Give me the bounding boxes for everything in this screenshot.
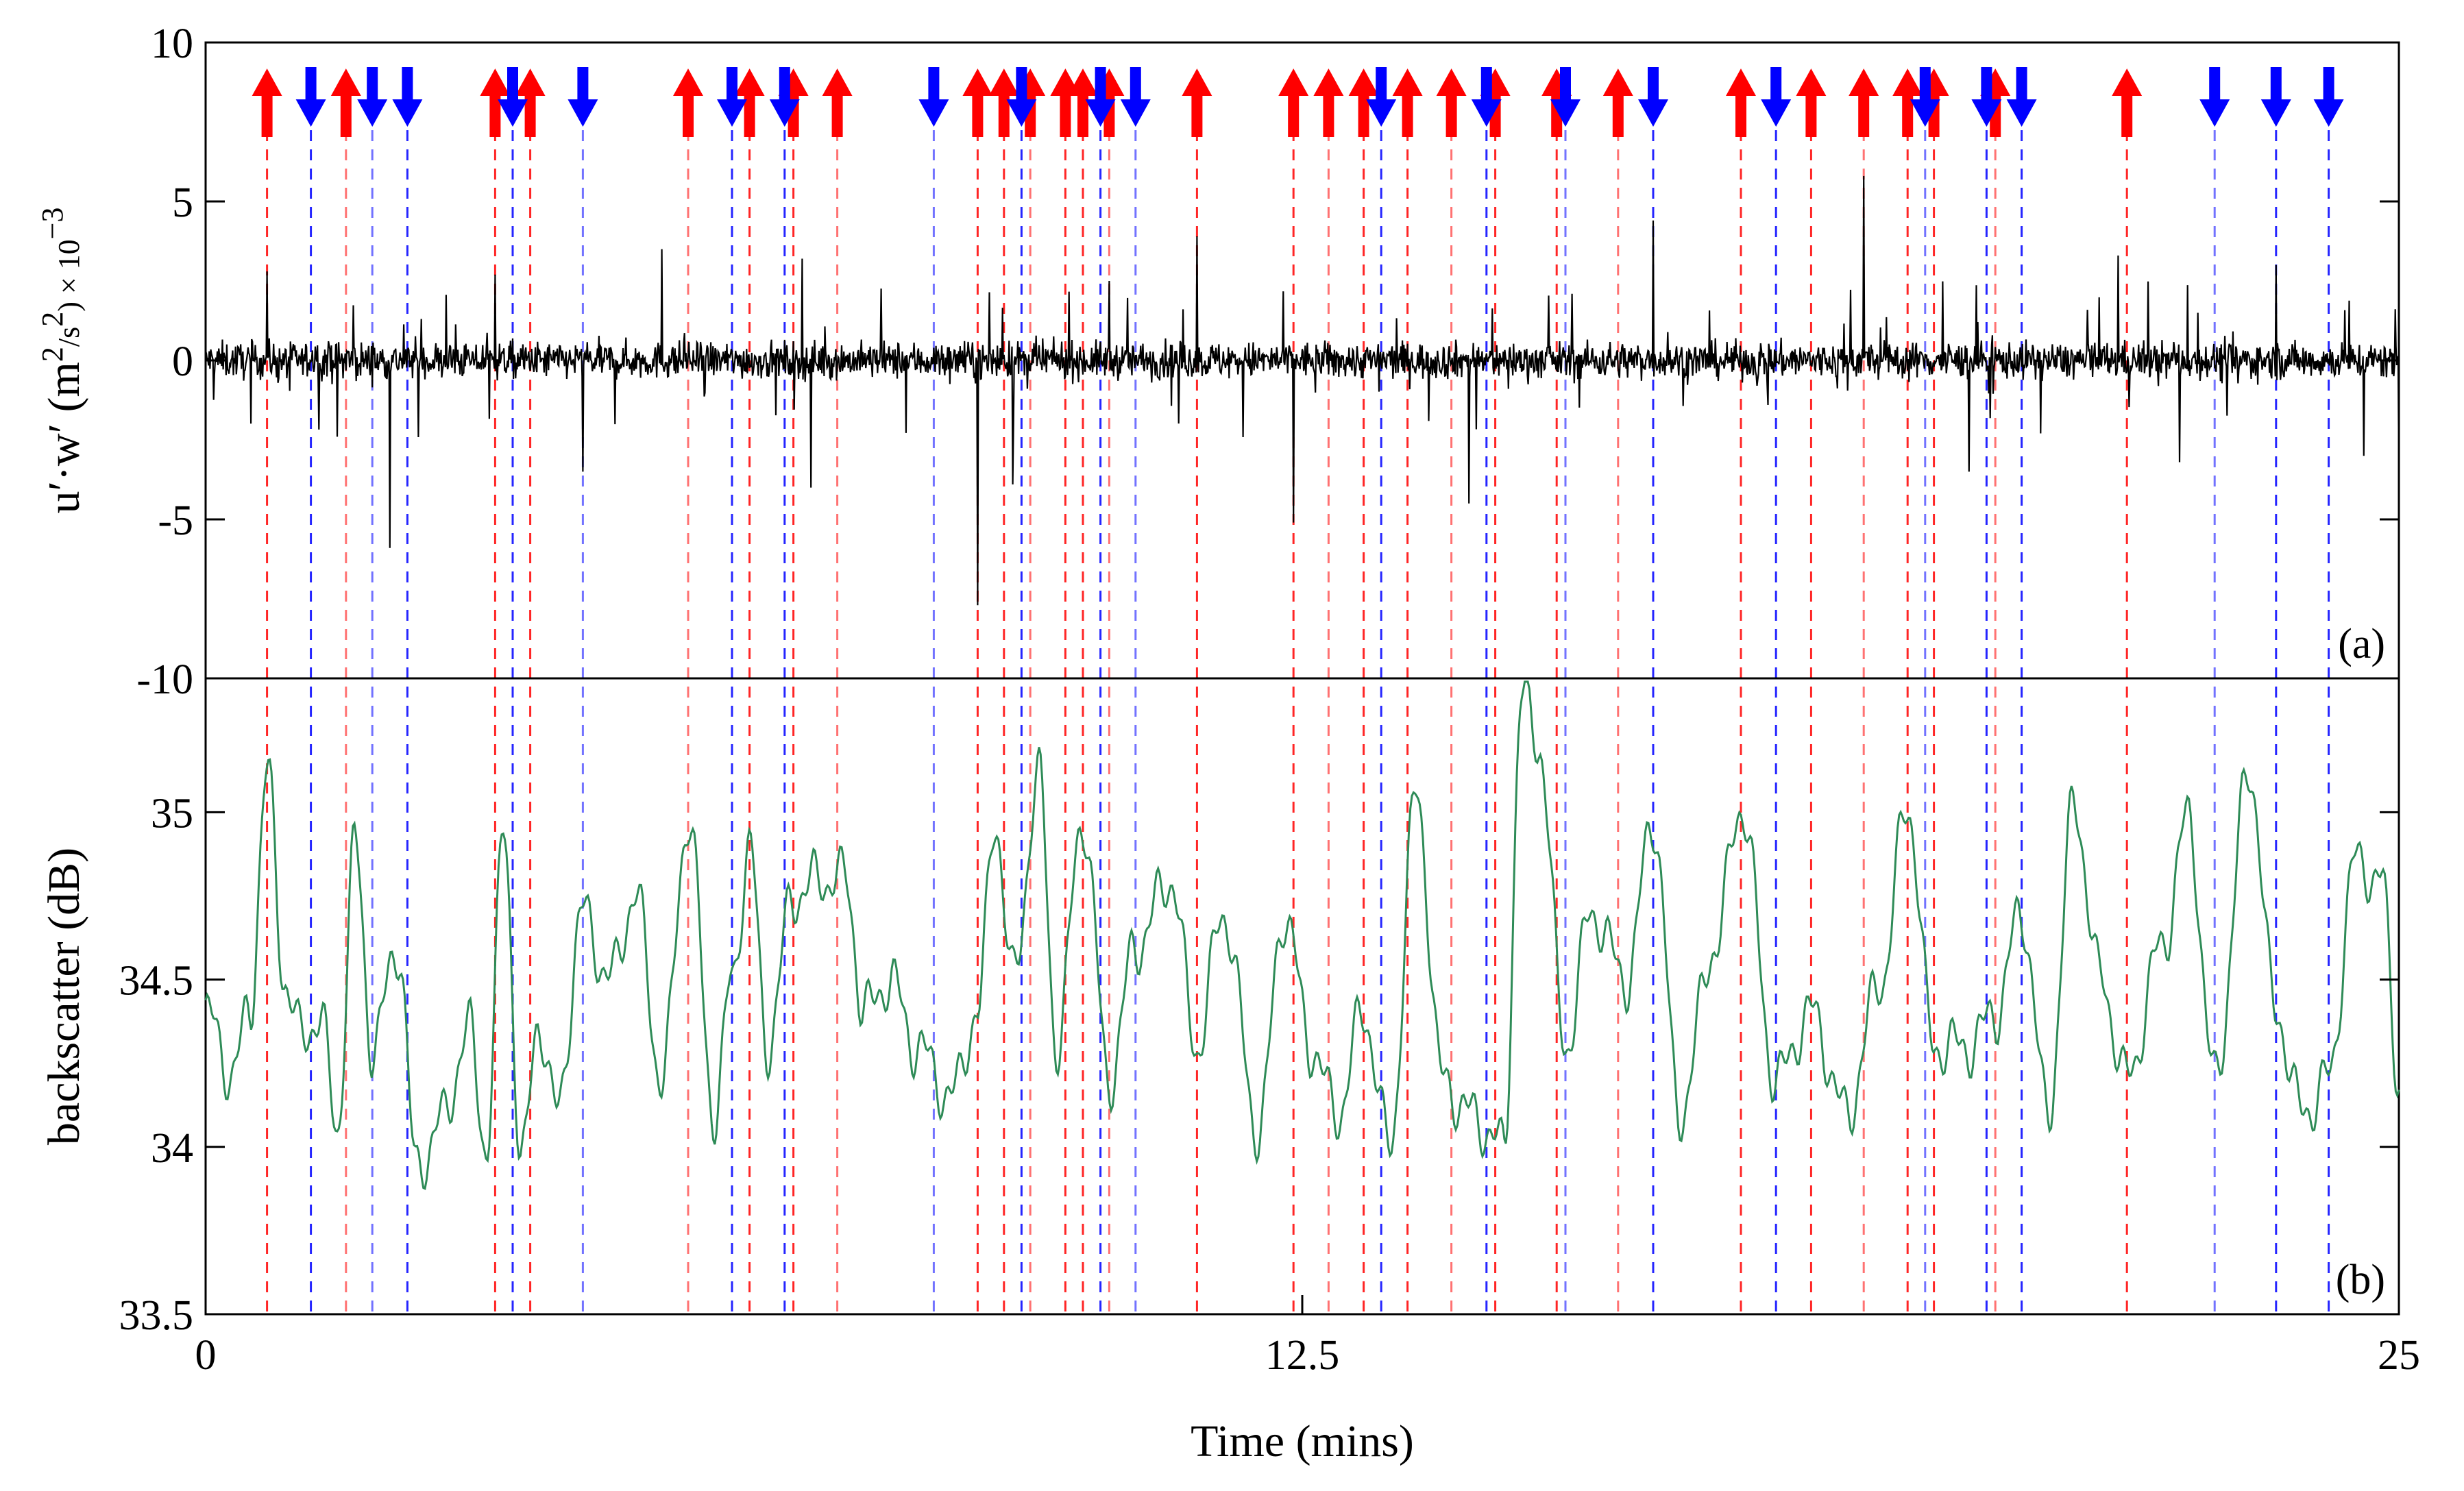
- down-arrow-marker: [1085, 67, 1116, 127]
- up-arrow-marker: [1602, 69, 1633, 137]
- up-arrow-marker: [1068, 69, 1098, 137]
- ytick-label-b: 34.5: [119, 958, 194, 1005]
- x-axis-title: Time (mins): [1191, 1416, 1414, 1466]
- up-arrow-marker: [673, 69, 703, 137]
- panel-tag-b: (b): [2336, 1257, 2385, 1303]
- up-arrow-marker: [1050, 69, 1081, 137]
- up-arrow-marker: [1278, 69, 1309, 137]
- down-arrow-marker: [1761, 67, 1792, 127]
- down-arrow-marker: [2313, 67, 2344, 127]
- up-arrow-marker: [1313, 69, 1344, 137]
- down-arrow-marker: [1550, 67, 1581, 127]
- up-arrow-marker: [252, 69, 282, 137]
- y-axis-title-b: backscatter (dB): [39, 848, 89, 1145]
- ytick-label-b: 34: [151, 1125, 193, 1172]
- up-arrow-marker: [480, 69, 511, 137]
- y-axis-title-a: u′·w′ (m2/s2) × 10−3: [36, 208, 89, 514]
- down-arrow-marker: [2260, 67, 2291, 127]
- down-arrow-marker: [918, 67, 949, 127]
- xtick-label: 25: [2378, 1332, 2420, 1379]
- up-arrow-marker: [2112, 69, 2143, 137]
- up-arrow-marker: [1726, 69, 1756, 137]
- down-arrow-marker: [295, 67, 326, 127]
- down-arrow-marker: [2199, 67, 2230, 127]
- xtick-label: 0: [195, 1332, 217, 1379]
- y-axis-title-a-part: −3: [36, 208, 69, 240]
- down-arrow-marker: [568, 67, 598, 127]
- y-axis-title-a-part: u′·w′ (m: [39, 362, 89, 513]
- series-uw-line: [204, 175, 2400, 606]
- up-arrow-marker: [1348, 69, 1379, 137]
- down-arrow-marker: [2006, 67, 2037, 127]
- up-arrow-marker: [962, 69, 993, 137]
- up-arrow-marker: [1436, 69, 1467, 137]
- down-arrow-marker: [769, 67, 800, 127]
- panel-tag-a: (a): [2338, 621, 2385, 667]
- down-arrow-marker: [1006, 67, 1037, 127]
- down-arrow-marker: [1638, 67, 1668, 127]
- ytick-label-a: 10: [151, 21, 193, 67]
- ytick-label-a: 0: [172, 338, 193, 385]
- up-arrow-marker: [1796, 69, 1827, 137]
- up-arrow-marker: [1392, 69, 1423, 137]
- ytick-label-b: 33.5: [119, 1292, 194, 1339]
- up-arrow-marker: [822, 69, 853, 137]
- ytick-label-b: 35: [151, 790, 193, 837]
- xtick-label: 12.5: [1265, 1332, 1340, 1379]
- down-arrow-marker: [717, 67, 747, 127]
- down-arrow-marker: [357, 67, 388, 127]
- down-arrow-marker: [392, 67, 423, 127]
- y-axis-title-a-part: 2: [36, 347, 69, 362]
- y-axis-title-a-part: 2: [36, 312, 69, 327]
- down-arrow-marker: [498, 67, 528, 127]
- ytick-label-a: 5: [172, 180, 193, 226]
- up-arrow-marker: [1849, 69, 1879, 137]
- y-axis-title-a-part: /s: [52, 327, 86, 347]
- up-arrow-marker: [734, 69, 765, 137]
- down-arrow-marker: [1910, 67, 1940, 127]
- down-arrow-marker: [1971, 67, 2002, 127]
- up-arrow-marker: [515, 69, 546, 137]
- series-backscatter-line: [204, 680, 2400, 1190]
- up-arrow-marker: [988, 69, 1019, 137]
- ytick-label-a: -5: [158, 497, 193, 544]
- panel-b: 35 34.5 34 33.50 12.5 25 Time (mins) backscatte…: [39, 677, 2420, 1466]
- down-arrow-marker: [1471, 67, 1502, 127]
- ytick-label-a: -10: [136, 656, 193, 703]
- up-arrow-marker: [1182, 69, 1212, 137]
- y-axis-title-a-part: ) × 10: [52, 239, 86, 311]
- up-arrow-marker: [1892, 69, 1923, 137]
- down-arrow-marker: [1366, 67, 1397, 127]
- up-arrow-marker: [330, 69, 361, 137]
- down-arrow-marker: [1120, 67, 1151, 127]
